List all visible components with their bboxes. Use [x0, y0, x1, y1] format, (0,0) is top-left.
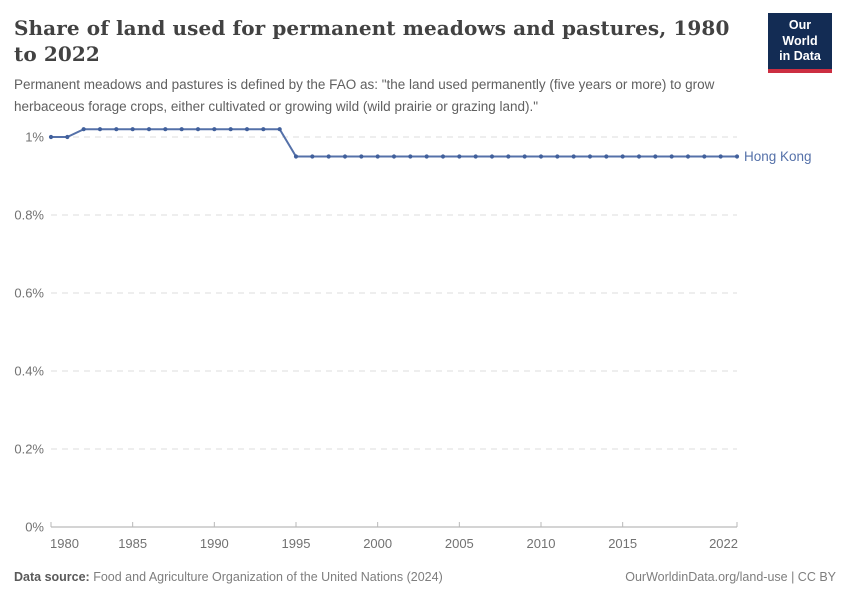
x-tick-label: 1980 [50, 536, 79, 551]
series-label[interactable]: Hong Kong [744, 149, 812, 164]
x-tick-label: 2022 [709, 536, 738, 551]
data-point[interactable] [636, 154, 642, 159]
data-point[interactable] [587, 154, 593, 159]
chart-footer: Data source: Food and Agriculture Organi… [14, 570, 836, 584]
y-tick-label: 1% [25, 130, 44, 145]
y-tick-label: 0.2% [14, 442, 44, 457]
data-point[interactable] [669, 154, 674, 159]
data-point[interactable] [97, 127, 103, 132]
data-point[interactable] [375, 154, 380, 159]
data-point[interactable] [179, 127, 184, 132]
data-point[interactable] [604, 154, 609, 159]
x-tick-label: 1990 [200, 536, 229, 551]
data-point[interactable] [146, 127, 152, 132]
data-point[interactable] [359, 154, 364, 159]
data-point[interactable] [408, 154, 413, 159]
chart-subtitle: Permanent meadows and pastures is define… [14, 77, 715, 114]
data-point[interactable] [228, 127, 233, 132]
x-tick-label: 2010 [527, 536, 556, 551]
x-tick-label: 2005 [445, 536, 474, 551]
data-source-text: Food and Agriculture Organization of the… [93, 570, 443, 584]
data-point[interactable] [473, 154, 478, 159]
data-source: Data source: Food and Agriculture Organi… [14, 570, 443, 584]
y-tick-label: 0.4% [14, 364, 44, 379]
data-source-label: Data source: [14, 570, 90, 584]
data-point[interactable] [685, 154, 691, 159]
data-point[interactable] [277, 127, 282, 132]
data-point[interactable] [522, 154, 527, 159]
data-point[interactable] [457, 154, 462, 159]
data-point[interactable] [734, 154, 740, 159]
data-point[interactable] [702, 154, 707, 159]
data-point[interactable] [506, 154, 511, 159]
data-point[interactable] [342, 154, 348, 159]
data-point[interactable] [81, 127, 86, 132]
data-point[interactable] [310, 154, 315, 159]
chart-title: Share of land used for permanent meadows… [14, 16, 730, 67]
data-point[interactable] [620, 154, 625, 159]
x-tick-label: 1985 [118, 536, 147, 551]
license-credit: OurWorldinData.org/land-use | CC BY [625, 570, 836, 584]
y-tick-label: 0.6% [14, 286, 44, 301]
data-point[interactable] [48, 134, 54, 140]
data-point[interactable] [718, 154, 723, 159]
y-tick-label: 0.8% [14, 208, 44, 223]
data-point[interactable] [424, 154, 429, 159]
y-tick-label: 0% [25, 520, 44, 535]
owid-logo[interactable]: Our World in Data [768, 13, 832, 73]
data-point[interactable] [130, 127, 135, 132]
data-point[interactable] [440, 154, 446, 159]
data-point[interactable] [114, 127, 119, 132]
x-tick-label: 1995 [282, 536, 311, 551]
data-point[interactable] [65, 134, 70, 140]
data-point[interactable] [212, 127, 217, 132]
series-line-hong-kong[interactable] [51, 128, 737, 158]
data-point[interactable] [326, 154, 331, 159]
data-point[interactable] [293, 154, 299, 159]
owid-logo-line1: Our World [782, 18, 818, 48]
data-point[interactable] [571, 154, 576, 159]
x-tick-label: 2000 [363, 536, 392, 551]
data-point[interactable] [555, 154, 560, 159]
data-point[interactable] [538, 154, 544, 159]
data-point[interactable] [653, 154, 658, 159]
data-point[interactable] [244, 127, 250, 132]
data-point[interactable] [195, 127, 201, 132]
data-point[interactable] [391, 154, 397, 159]
data-point[interactable] [163, 127, 168, 132]
x-tick-label: 2015 [608, 536, 637, 551]
owid-logo-line2: in Data [779, 49, 821, 64]
data-point[interactable] [261, 127, 266, 132]
data-point[interactable] [489, 154, 495, 159]
